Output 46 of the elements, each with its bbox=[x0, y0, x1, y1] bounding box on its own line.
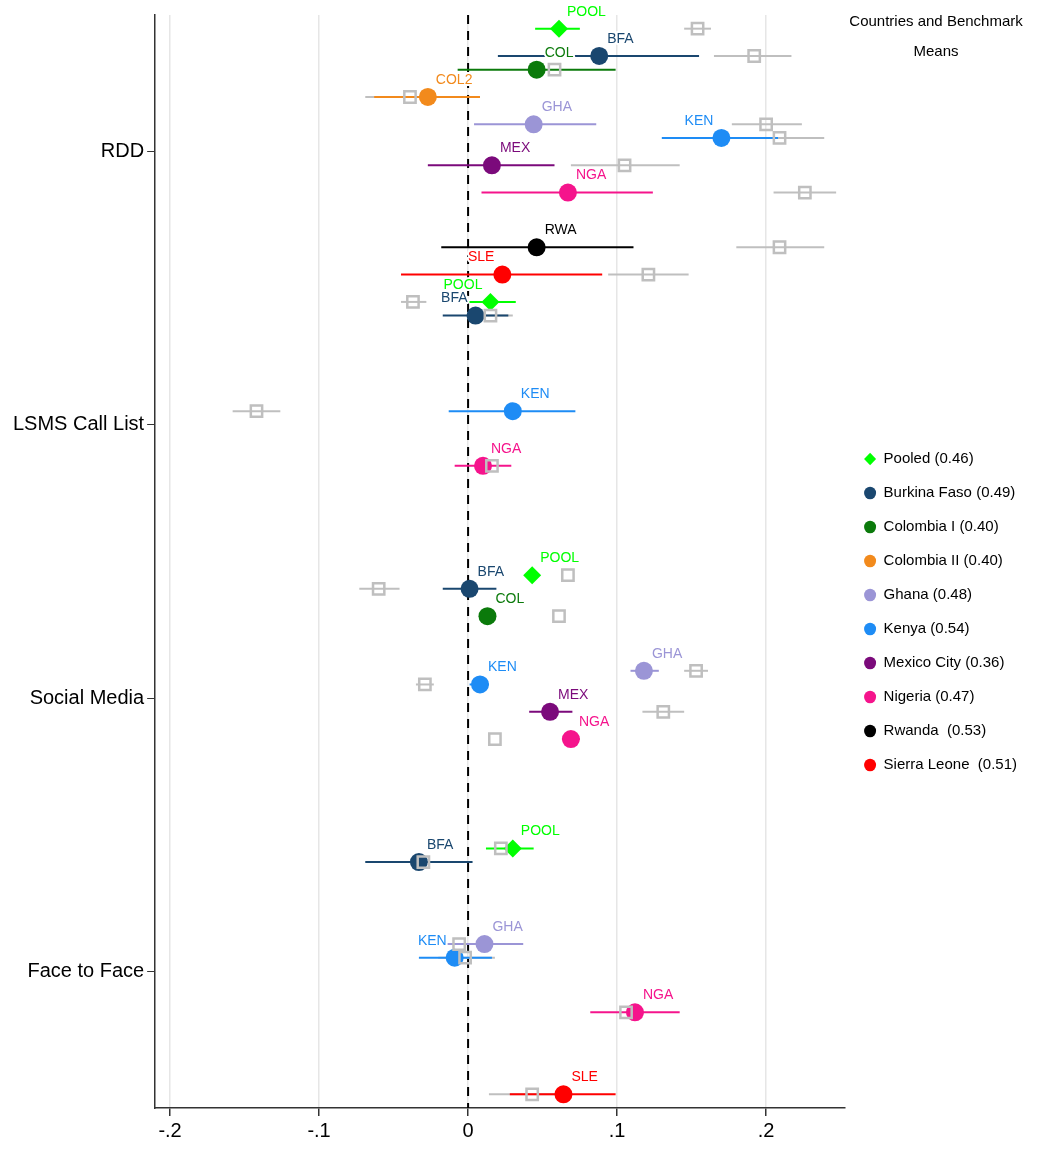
data-label: POOL bbox=[520, 822, 560, 839]
y-tick-label: RDD bbox=[100, 139, 145, 162]
x-tick-label: .1 bbox=[608, 1118, 626, 1141]
data-label: NGA bbox=[575, 166, 607, 183]
x-tick-label: 0 bbox=[462, 1118, 474, 1141]
data-label: SLE bbox=[571, 1068, 598, 1085]
data-label: KEN bbox=[684, 111, 714, 128]
data-label: KEN bbox=[417, 931, 447, 948]
y-tick-label: LSMS Call List bbox=[13, 412, 145, 435]
legend-label: Mexico City (0.36) bbox=[883, 653, 1005, 671]
data-label: BFA bbox=[607, 29, 635, 46]
data-label: POOL bbox=[540, 549, 580, 566]
data-label: GHA bbox=[541, 98, 573, 115]
x-tick-label: -.1 bbox=[307, 1118, 331, 1141]
legend-label: Burkina Faso (0.49) bbox=[883, 483, 1016, 501]
y-tick-label: Face to Face bbox=[27, 958, 145, 981]
data-label: MEX bbox=[499, 139, 531, 156]
data-label: NGA bbox=[490, 439, 522, 456]
data-label: NGA bbox=[578, 712, 610, 729]
data-label: COL bbox=[495, 590, 525, 607]
data-label: BFA bbox=[477, 562, 505, 579]
legend-label: Rwanda (0.53) bbox=[883, 721, 987, 739]
data-label: GHA bbox=[651, 644, 683, 661]
legend-label: Colombia I (0.40) bbox=[883, 517, 999, 535]
data-label: KEN bbox=[488, 658, 517, 675]
data-label: SLE bbox=[467, 248, 495, 265]
data-label: POOL bbox=[566, 2, 607, 19]
data-label: BFA bbox=[426, 835, 455, 852]
legend-label: Sierra Leone (0.51) bbox=[883, 755, 1018, 773]
data-label: POOL bbox=[443, 275, 483, 292]
data-label: BFA bbox=[441, 289, 469, 306]
data-label: GHA bbox=[492, 917, 524, 934]
legend-title: Countries and Benchmark Means bbox=[849, 11, 1024, 59]
x-tick-label: -.2 bbox=[158, 1118, 182, 1141]
data-label: KEN bbox=[520, 385, 550, 402]
y-tick-label: Social Media bbox=[29, 685, 146, 708]
data-label: NGA bbox=[642, 986, 674, 1003]
legend-label: Ghana (0.48) bbox=[883, 585, 972, 603]
x-tick-label: .2 bbox=[757, 1118, 775, 1141]
legend-label: Colombia II (0.40) bbox=[883, 551, 1003, 569]
data-label: MEX bbox=[558, 685, 590, 702]
data-label: COL2 bbox=[435, 70, 473, 87]
data-label: RWA bbox=[544, 221, 578, 238]
legend-label: Kenya (0.54) bbox=[883, 619, 970, 637]
legend-label: Pooled (0.46) bbox=[883, 449, 974, 467]
legend-label: Nigeria (0.47) bbox=[883, 687, 975, 705]
